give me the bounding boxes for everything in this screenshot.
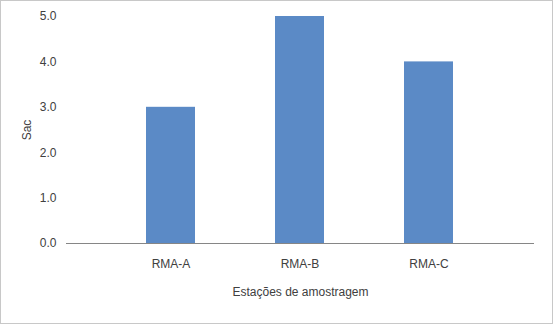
svg-text:Sac: Sac bbox=[20, 120, 34, 141]
svg-text:1.0: 1.0 bbox=[40, 191, 57, 205]
svg-text:0.0: 0.0 bbox=[40, 236, 57, 250]
svg-text:RMA-B: RMA-B bbox=[281, 257, 320, 271]
svg-text:RMA-A: RMA-A bbox=[152, 257, 191, 271]
svg-text:5.0: 5.0 bbox=[40, 9, 57, 23]
svg-text:3.0: 3.0 bbox=[40, 100, 57, 114]
svg-text:2.0: 2.0 bbox=[40, 146, 57, 160]
svg-text:4.0: 4.0 bbox=[40, 55, 57, 69]
svg-text:RMA-C: RMA-C bbox=[409, 257, 449, 271]
svg-text:Estações de amostragem: Estações de amostragem bbox=[232, 285, 368, 299]
